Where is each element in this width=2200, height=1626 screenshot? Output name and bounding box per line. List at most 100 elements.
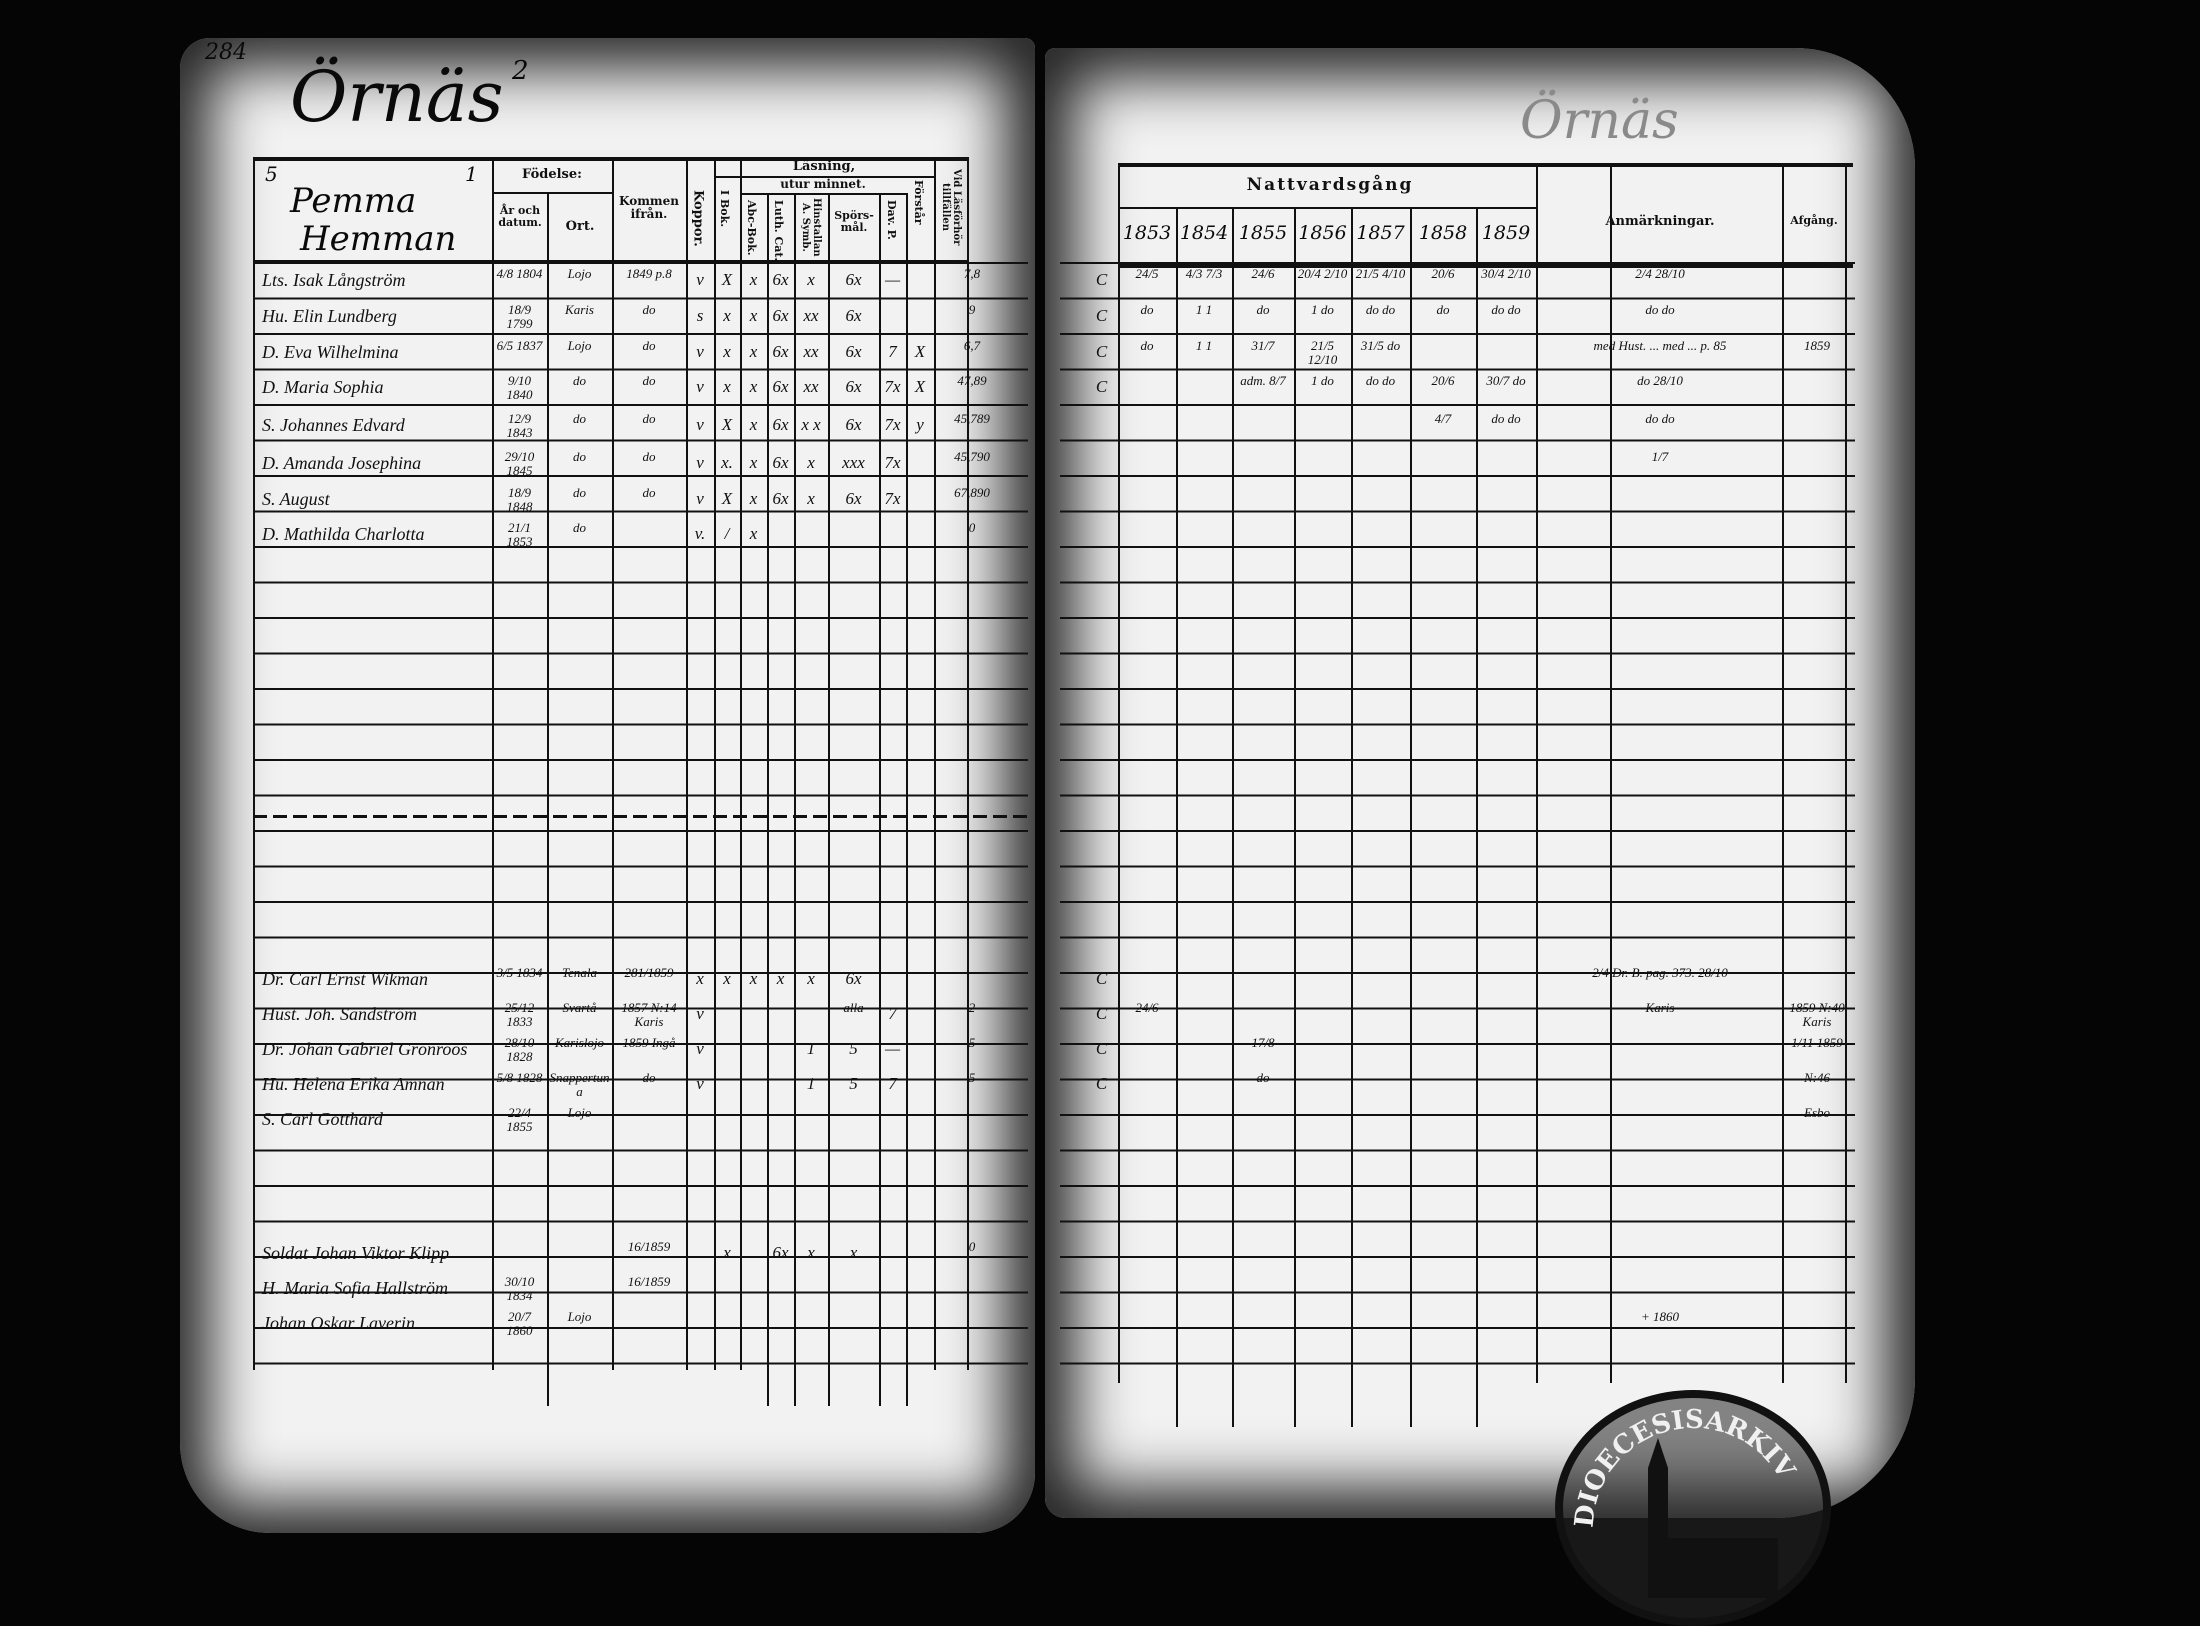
right-column-rule (1476, 207, 1478, 1427)
faded-heading: Örnäs (1520, 91, 1679, 151)
hist-header: Hinstallan A. Symb. (800, 197, 822, 257)
person-name: S. Carl Gotthard (262, 1109, 383, 1129)
reading-mark: v (696, 415, 704, 434)
person-name: D. Eva Wilhelmina (262, 342, 399, 362)
came-from: do (642, 302, 656, 317)
reading-mark: x (723, 1243, 731, 1262)
left-column-rule (612, 157, 614, 1370)
right-column-rule (1782, 163, 1784, 1383)
reading-mark: X (914, 342, 926, 361)
communion-class: C (1095, 1004, 1108, 1023)
person-name: S. August (262, 489, 330, 509)
reading-mark: alla (843, 1000, 864, 1015)
communion-class: C (1095, 270, 1108, 289)
reading-mark: 6x (845, 969, 862, 988)
reading-mark: 7 (888, 1074, 897, 1093)
birth-place: Lojo (567, 338, 592, 353)
farm-name-line1: Pemma (290, 181, 417, 221)
exam-marks: 2 (968, 1000, 976, 1015)
register-entry: D. Mathilda Charlotta 21/1 1853 do v. / x 0 (0, 518, 2200, 552)
left-column-rule (828, 193, 830, 1406)
birth-date: 5/8 1828 (496, 1070, 543, 1085)
stamp-text: DIOECESISARKIV (1570, 1405, 1801, 1529)
departure: N:46 (1804, 1070, 1830, 1085)
reading-mark: 6x (845, 415, 862, 434)
from-header: Kommen ifrån. (619, 194, 679, 222)
reading-mark: x (749, 377, 758, 396)
communion-class: C (1095, 1074, 1108, 1093)
reading-mark: x (749, 453, 758, 472)
came-from: do (642, 485, 656, 500)
by-heart-header: utur minnet. (780, 177, 866, 191)
communion-date: 24/6 (1135, 1000, 1159, 1015)
birth-place: Snappertuna (549, 1070, 610, 1099)
birth-date: 29/10 1845 (504, 449, 535, 478)
came-from: 1849 p.8 (626, 266, 672, 281)
abc-header: Abc-Bok. (745, 200, 759, 256)
right-column-rule (1845, 163, 1847, 1383)
remarks-header: Anmärkningar. (1605, 214, 1715, 229)
reading-mark: 5 (849, 1074, 858, 1093)
communion-date: 20/6 (1431, 266, 1455, 281)
reading-mark: v (696, 1074, 704, 1093)
right-column-rule (1118, 163, 1120, 1383)
reading-mark: x (749, 489, 758, 508)
reading-mark: xx (803, 377, 819, 396)
communion-date: do (1256, 302, 1270, 317)
communion-date: 4/7 (1434, 411, 1452, 426)
left-column-rule (879, 193, 881, 1406)
came-from: do (642, 411, 656, 426)
reading-mark: 7x (884, 415, 901, 434)
smallpox-header: Koppor. (690, 190, 706, 247)
birth-date: 22/4 1855 (506, 1105, 533, 1134)
reading-mark: x (807, 489, 815, 508)
year-header: 1857 (1356, 222, 1405, 244)
birth-place: Karislojo (554, 1035, 605, 1050)
reading-mark: 6x (845, 489, 862, 508)
left-column-rule (967, 157, 969, 1370)
reading-mark: x (749, 342, 758, 361)
person-name: Hu. Elin Lundberg (262, 306, 397, 326)
communion-date: 1 do (1311, 373, 1334, 388)
reading-mark: X (721, 270, 733, 289)
reading-mark: x (749, 969, 758, 988)
register-entry: Hu. Helena Erika Amnan 5/8 1828 Snappertun… (0, 1068, 2200, 1102)
communion-date: 1 do (1311, 302, 1334, 317)
luth-header: Luth. Cat. (772, 200, 786, 262)
communion-date: 31/5 do (1360, 338, 1401, 353)
reading-mark: 6x (772, 489, 789, 508)
register-entry: D. Maria Sophia 9/10 1840 do do v x x 6x xx 6x 7x X… (0, 371, 2200, 405)
reading-mark: 7x (884, 377, 901, 396)
remark: do 28/10 (1637, 373, 1683, 388)
person-name: D. Amanda Josephina (262, 453, 422, 473)
reading-mark: x (807, 453, 815, 472)
came-from: do (642, 338, 656, 353)
exam-header: Vid Läsförhör tillfällen (940, 169, 962, 246)
birth-place: Lojo (567, 266, 592, 281)
communion-date: 21/5 12/10 (1307, 338, 1338, 367)
reading-mark: 6x (772, 377, 789, 396)
birth-date: 9/10 1840 (506, 373, 533, 402)
reading-mark: x (723, 377, 731, 396)
left-column-rule (547, 193, 549, 1406)
birth-place: do (573, 485, 586, 500)
communion-date: 1 1 (1195, 338, 1213, 353)
right-header-top-rule (1118, 163, 1853, 167)
register-entry: Johan Oskar Laverin 20/7 1860 Lojo + 1860 (0, 1307, 2200, 1341)
birth-date: 21/1 1853 (506, 520, 533, 549)
register-entry: Soldat Johan Viktor Klipp 16/1859 x 6x x x 0 (0, 1237, 2200, 1271)
birth-date: 30/10 1834 (504, 1274, 535, 1303)
departure: 1859 (1804, 338, 1830, 353)
year-header: 1856 (1298, 222, 1347, 244)
remark: 2/4 28/10 (1635, 266, 1685, 281)
person-name: H. Maria Sofia Hallström (262, 1278, 449, 1298)
right-column-rule (1351, 207, 1353, 1427)
birth-place: do (573, 520, 586, 535)
reading-mark: 5 (849, 1039, 858, 1058)
communion-date: do (1140, 338, 1154, 353)
birth-date: 4/8 1804 (496, 266, 543, 281)
reading-mark: x (696, 969, 704, 988)
person-name: Dr. Carl Ernst Wikman (262, 969, 429, 989)
reading-mark: X (721, 415, 733, 434)
communion-date: do (1140, 302, 1154, 317)
